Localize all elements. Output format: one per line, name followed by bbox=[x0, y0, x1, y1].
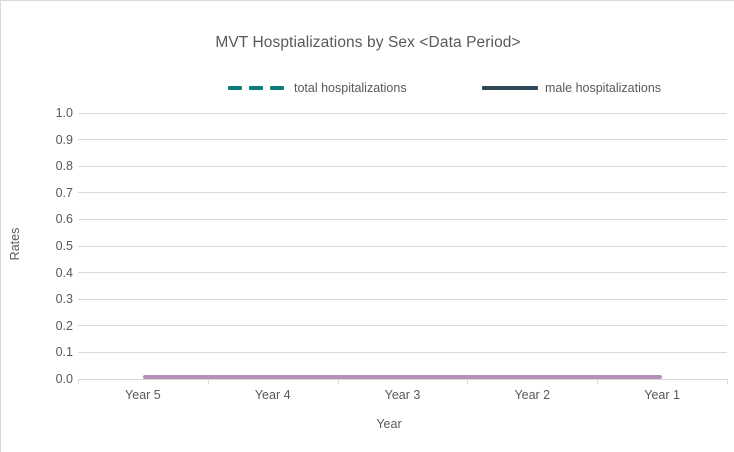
dash-segment bbox=[228, 86, 242, 90]
y-tick-label: 0.4 bbox=[55, 265, 73, 280]
x-tick-label: Year 4 bbox=[254, 388, 291, 402]
solid-line-swatch-icon bbox=[482, 86, 538, 90]
legend-label-male: male hospitalizations bbox=[545, 81, 662, 95]
y-tick-label: 1.0 bbox=[55, 106, 73, 120]
gridline bbox=[78, 272, 727, 274]
gridline bbox=[78, 218, 727, 220]
x-tick-label: Year 3 bbox=[384, 388, 421, 402]
x-axis-title: Year bbox=[376, 417, 402, 431]
data-series-line bbox=[142, 375, 663, 379]
y-tick-label: 0.5 bbox=[55, 239, 73, 253]
y-tick-label: 0.1 bbox=[55, 345, 73, 360]
gridline bbox=[78, 378, 727, 380]
y-tick-label: 0.7 bbox=[55, 185, 73, 200]
gridline bbox=[78, 298, 727, 300]
axis-tick-mark bbox=[78, 379, 79, 384]
gridline bbox=[78, 139, 727, 141]
dash-segment bbox=[249, 86, 263, 90]
y-tick-label: 0.6 bbox=[55, 212, 73, 227]
chart-title: MVT Hosptializations by Sex <Data Period… bbox=[215, 34, 521, 51]
axis-tick-mark bbox=[597, 379, 599, 384]
y-tick-label: 0.0 bbox=[55, 372, 73, 386]
x-tick-label: Year 5 bbox=[125, 388, 161, 402]
gridline bbox=[78, 192, 727, 194]
legend-label-total: total hospitalizations bbox=[294, 81, 407, 95]
legend-item-total-hospitalizations[interactable]: total hospitalizations bbox=[228, 80, 407, 96]
y-tick-label: 0.2 bbox=[55, 318, 73, 333]
axis-tick-mark bbox=[727, 379, 728, 384]
gridline bbox=[78, 245, 727, 247]
gridline bbox=[78, 112, 727, 114]
x-tick-label: Year 2 bbox=[514, 388, 551, 402]
legend-item-male-hospitalizations[interactable]: male hospitalizations bbox=[482, 80, 661, 96]
plot-area bbox=[78, 112, 727, 380]
gridline bbox=[78, 165, 727, 167]
axis-tick-mark bbox=[337, 379, 339, 384]
axis-tick-mark bbox=[207, 379, 209, 384]
y-tick-label: 0.8 bbox=[55, 159, 73, 174]
x-tick-label: Year 1 bbox=[644, 388, 680, 402]
y-tick-label: 0.3 bbox=[55, 292, 73, 307]
gridline bbox=[78, 351, 727, 353]
axis-tick-mark bbox=[467, 379, 469, 384]
dashed-line-swatch-icon bbox=[228, 86, 284, 90]
y-tick-label: 0.9 bbox=[55, 132, 73, 147]
dash-segment bbox=[270, 86, 284, 90]
gridline bbox=[78, 325, 727, 327]
